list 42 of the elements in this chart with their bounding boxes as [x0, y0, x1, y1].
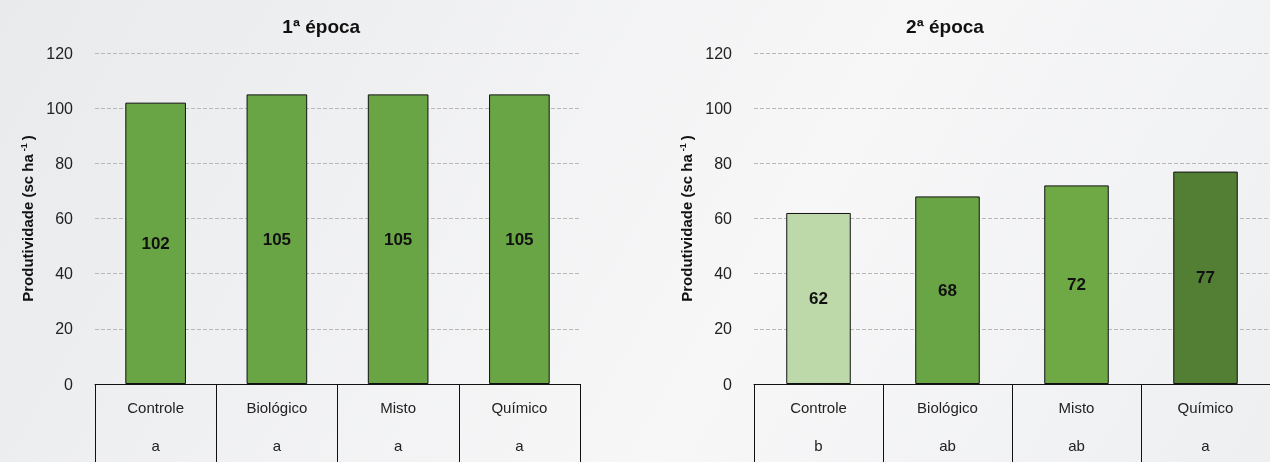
data-label: 105: [383, 229, 413, 249]
y-tick-label: 120: [46, 44, 74, 62]
y-tick-label: 40: [55, 265, 74, 283]
data-label: 102: [141, 233, 170, 253]
y-tick-label: 100: [705, 99, 733, 117]
y-tick-label: 60: [714, 210, 733, 227]
y-tick-label: 120: [705, 44, 733, 62]
text: a: [1201, 436, 1211, 454]
x-tick-label: Misto: [1058, 399, 1095, 416]
y-tick-label: 0: [723, 375, 733, 393]
chart-title: 2ª época: [906, 16, 985, 37]
y-tick-label: 0: [64, 375, 74, 393]
x-tick-label: Controle: [127, 399, 184, 416]
y-tick-label: 80: [55, 154, 74, 172]
text: a: [272, 436, 282, 454]
data-label: 62: [809, 288, 828, 308]
y-axis-title: Produtividade (sc ha-1): [18, 135, 37, 302]
x-tick-label: Químico: [1177, 399, 1234, 416]
text: a: [515, 436, 525, 454]
data-label: 77: [1196, 268, 1215, 288]
text: b: [814, 436, 823, 454]
y-tick-label: 40: [714, 265, 733, 283]
data-label: 68: [938, 280, 957, 300]
text: a: [393, 436, 403, 454]
y-tick-label: 20: [55, 320, 74, 338]
x-tick-label: Biológico: [917, 399, 978, 416]
x-tick-label: Químico: [491, 399, 548, 416]
text: ab: [939, 436, 956, 454]
y-tick-label: 60: [55, 210, 74, 227]
y-tick-label: 80: [714, 154, 733, 172]
y-tick-label: 20: [714, 320, 733, 338]
text: a: [151, 436, 161, 454]
x-tick-label: Biológico: [246, 399, 308, 416]
chart-title: 1ª época: [282, 16, 361, 37]
y-axis-title: Produtividade (sc ha-1): [677, 135, 696, 302]
text: ab: [1068, 436, 1085, 454]
data-label: 105: [262, 229, 292, 249]
data-label: 72: [1067, 275, 1086, 295]
data-label: 105: [505, 229, 534, 249]
x-tick-label: Controle: [790, 399, 847, 416]
y-tick-label: 100: [46, 99, 74, 117]
x-tick-label: Misto: [380, 399, 417, 416]
